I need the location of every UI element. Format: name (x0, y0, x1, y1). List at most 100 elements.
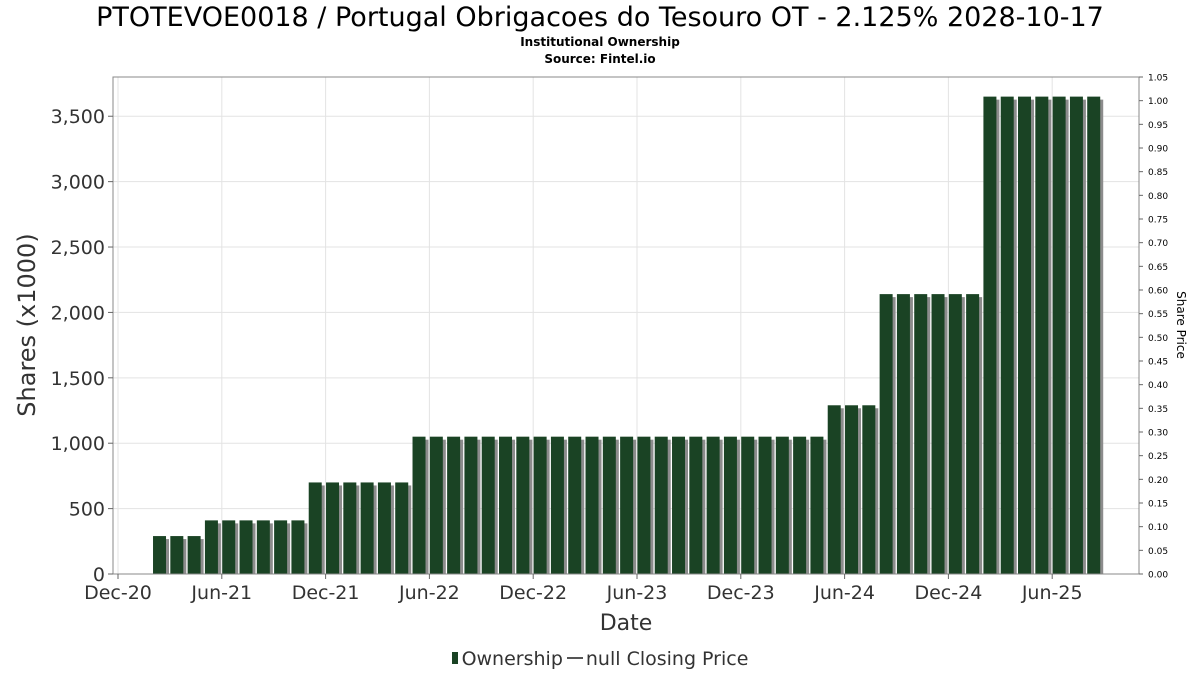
bar (550, 436, 564, 574)
bar (879, 294, 893, 574)
bar (741, 436, 755, 574)
y2-tick-label: 0.55 (1148, 310, 1168, 320)
x-tick-label: Jun-22 (398, 582, 460, 604)
y2-tick-label: 0.50 (1148, 334, 1168, 344)
bar (377, 482, 391, 574)
y2-tick-label: 0.30 (1148, 429, 1168, 439)
bar (810, 436, 824, 574)
y2-tick-label: 0.00 (1148, 571, 1168, 581)
y2-tick-label: 0.85 (1148, 168, 1168, 178)
bar (187, 536, 201, 574)
bar (239, 520, 253, 574)
x-tick-label: Jun-25 (1021, 582, 1083, 604)
y-tick-label: 0 (93, 564, 105, 586)
plot-frame (112, 76, 1140, 575)
legend-ownership-label: Ownership (461, 648, 563, 670)
legend-price-line (566, 656, 583, 659)
bar (706, 436, 720, 574)
y-tick-label: 3,000 (51, 172, 105, 194)
y2-tick-label: 0.10 (1148, 523, 1168, 533)
bar (585, 436, 599, 574)
bar (654, 436, 668, 574)
bar (274, 520, 288, 574)
y2-tick-label: 0.95 (1148, 121, 1168, 131)
bar (896, 294, 910, 574)
bar (447, 436, 461, 574)
y2-tick-label: 0.80 (1148, 192, 1168, 202)
bar (723, 436, 737, 574)
x-tick-label: Jun-23 (606, 582, 668, 604)
bar (689, 436, 703, 574)
x-axis-ticks: Dec-20 Jun-21 Dec-21 Jun-22 Dec-22 Jun-23 Dec-… (84, 574, 1083, 604)
legend: Ownership null Closing Price (0, 648, 1200, 670)
y-tick-label: 1,000 (51, 433, 105, 455)
x-tick-label: Jun-21 (190, 582, 252, 604)
chart-source: Source: Fintel.io (544, 52, 656, 66)
bar (948, 294, 962, 574)
x-tick-label: Dec-24 (914, 582, 982, 604)
bar (1052, 96, 1066, 575)
bar (1000, 96, 1014, 575)
bar (170, 536, 184, 574)
bar (308, 482, 322, 574)
bar (931, 294, 945, 574)
legend-price-label: null Closing Price (585, 648, 749, 670)
bar (1035, 96, 1049, 575)
bar (862, 405, 876, 574)
y2-tick-label: 0.25 (1148, 452, 1168, 462)
y2-tick-label: 0.05 (1148, 547, 1168, 557)
bar (845, 405, 859, 574)
bar (481, 436, 495, 574)
y2-tick-label: 0.75 (1148, 216, 1168, 226)
bar (758, 436, 772, 574)
bar (672, 436, 686, 574)
bar (499, 436, 513, 574)
bar (412, 436, 426, 574)
x-axis-label: Date (600, 611, 653, 636)
y-tick-label: 1,500 (51, 368, 105, 390)
bar (533, 436, 547, 574)
y2-tick-label: 0.35 (1148, 405, 1168, 415)
y2-tick-label: 0.90 (1148, 145, 1168, 155)
bar (637, 436, 651, 574)
bar (775, 436, 789, 574)
bar (1018, 96, 1032, 575)
y2-tick-label: 1.05 (1148, 74, 1168, 84)
y2-tick-label: 0.15 (1148, 500, 1168, 510)
x-tick-label: Dec-23 (707, 582, 775, 604)
y2-tick-label: 0.60 (1148, 287, 1168, 297)
legend-ownership-swatch (451, 651, 458, 664)
y-tick-label: 2,000 (51, 302, 105, 324)
y2-tick-label: 0.65 (1148, 263, 1168, 273)
x-tick-label: Jun-24 (813, 582, 875, 604)
bar (291, 520, 305, 574)
x-tick-label: Dec-21 (292, 582, 360, 604)
bar (222, 520, 236, 574)
bar (602, 436, 616, 574)
y2-axis-label: Share Price (1174, 291, 1188, 359)
bar (568, 436, 582, 574)
bar (256, 520, 270, 574)
chart-subtitle: Institutional Ownership (520, 35, 680, 49)
y2-tick-label: 0.40 (1148, 381, 1168, 391)
y-axis-label: Shares (x1000) (13, 233, 41, 416)
bar (1087, 96, 1101, 575)
bar (153, 536, 167, 574)
y2-tick-label: 0.20 (1148, 476, 1168, 486)
bar (827, 405, 841, 574)
y2-axis-ticks: 0.00 0.05 0.10 0.15 0.20 0.25 0.30 0.35 0.40 0.45… (1139, 74, 1168, 581)
bar (204, 520, 218, 574)
bar (360, 482, 374, 574)
bar (983, 96, 997, 575)
bar (395, 482, 409, 574)
bar (620, 436, 634, 574)
y-tick-label: 500 (69, 499, 105, 521)
y2-tick-label: 0.70 (1148, 239, 1168, 249)
chart-title: PTOTEVOE0018 / Portugal Obrigacoes do Te… (96, 2, 1104, 33)
bar (793, 436, 807, 574)
y-tick-label: 3,500 (51, 106, 105, 128)
y-tick-label: 2,500 (51, 237, 105, 259)
bar (326, 482, 340, 574)
y-axis-ticks: 0 500 1,000 1,500 2,000 2,500 3,000 3,500 (51, 106, 113, 586)
